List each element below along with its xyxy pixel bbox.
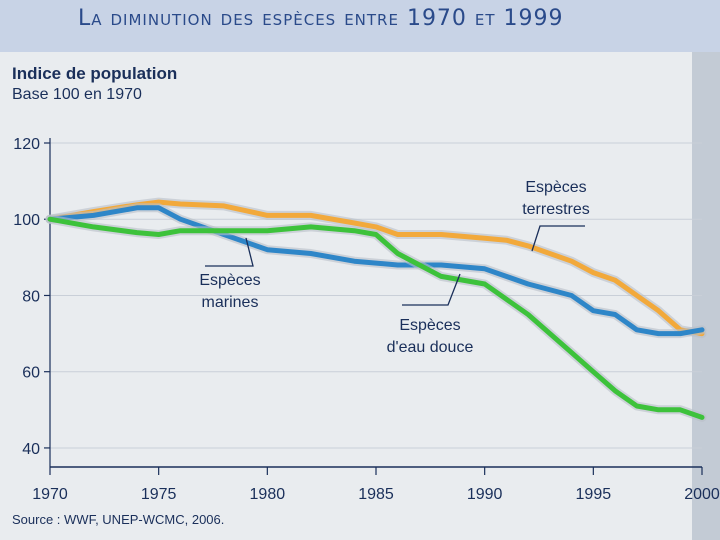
x-tick-label: 2000: [684, 486, 720, 503]
axes: [49, 138, 702, 468]
x-tick-label: 1980: [250, 486, 286, 503]
x-tick-label: 1990: [467, 486, 503, 503]
page-edge-shadow: [692, 52, 720, 540]
y-tick-label: 60: [22, 365, 40, 382]
leader-line-marines: [205, 237, 254, 267]
y-axis-ticks: 120 100 80 60 40: [13, 136, 50, 458]
y-tick-label: 100: [13, 212, 40, 229]
x-axis-ticks: 1970 1975 1980 1985 1990 1995 2000: [32, 467, 720, 503]
x-tick-label: 1995: [576, 486, 612, 503]
y-axis-subtitle: Base 100 en 1970: [12, 86, 142, 103]
series-line-eau_douce: [47, 216, 705, 420]
series-label-eau_douce: Espèces d'eau douce: [387, 317, 474, 356]
series-shadow-eau_douce: [45, 214, 707, 422]
grid-lines: [50, 142, 702, 449]
y-tick-label: 40: [22, 441, 40, 458]
title-banner: La diminution des espèces entre 1970 et …: [0, 0, 720, 52]
y-tick-label: 80: [22, 288, 40, 305]
series-labels: Espèces terrestres Espèces marines Espèces d'…: [199, 179, 589, 356]
x-tick-label: 1975: [141, 486, 177, 503]
x-tick-label: 1985: [358, 486, 394, 503]
source-note: Source : WWF, UNEP-WCMC, 2006.: [12, 512, 225, 527]
leader-line-eau_douce: [402, 273, 461, 306]
series-label-terrestres: Espèces terrestres: [522, 179, 590, 218]
y-axis-title: Indice de population: [12, 64, 178, 83]
series-lines: [45, 197, 707, 422]
series-line-terrestres: [47, 199, 705, 337]
series-label-marines: Espèces marines: [199, 272, 260, 311]
y-tick-label: 120: [13, 136, 40, 153]
x-tick-label: 1970: [32, 486, 68, 503]
leader-line-terrestres: [531, 225, 585, 252]
page-title: La diminution des espèces entre 1970 et …: [78, 6, 564, 31]
